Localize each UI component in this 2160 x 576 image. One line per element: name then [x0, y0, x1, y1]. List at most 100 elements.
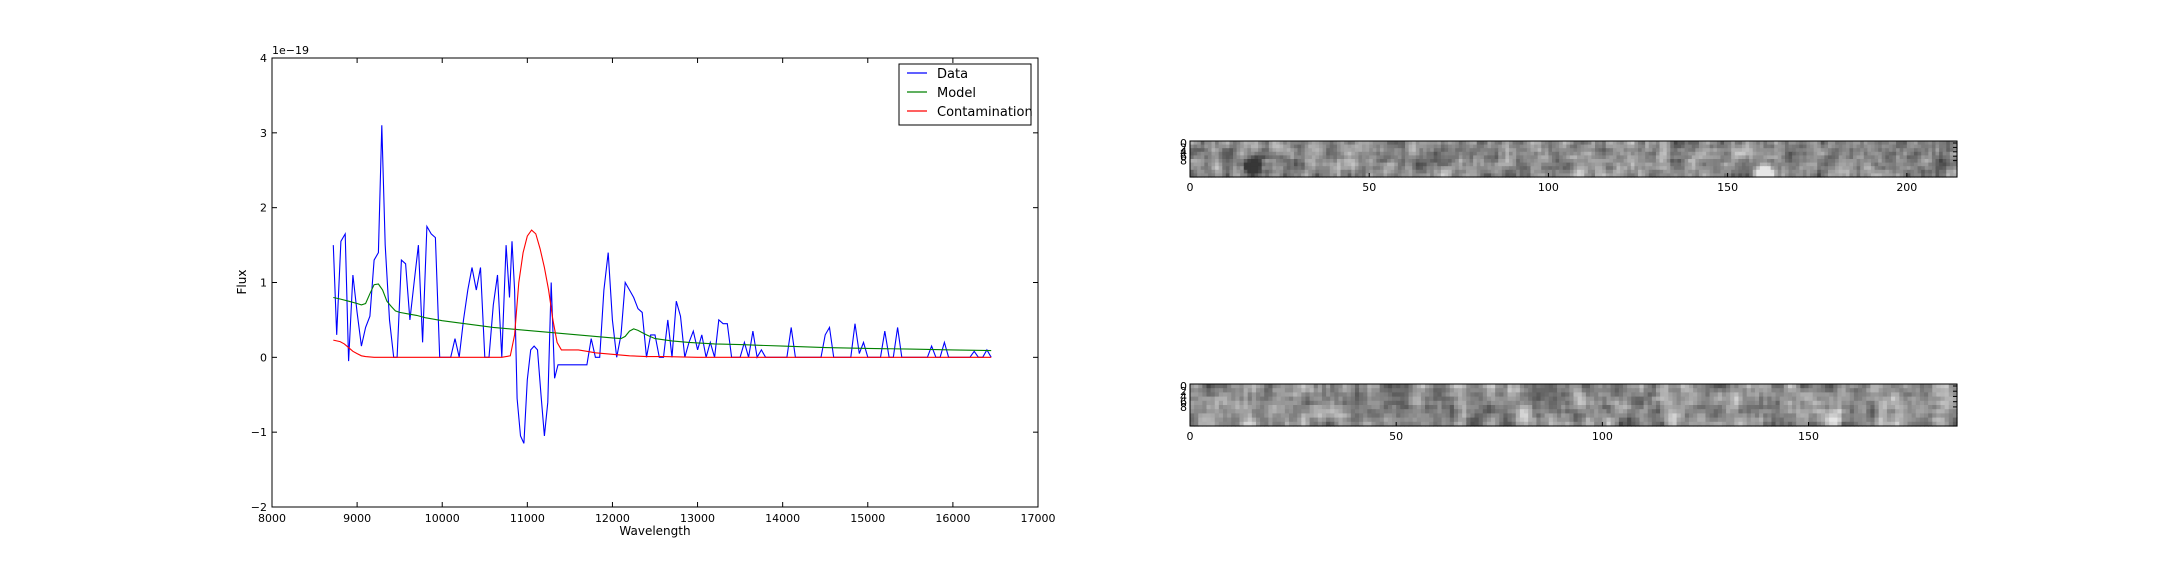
- heatmap-cell: [1577, 421, 1583, 427]
- heatmap-cell: [1716, 144, 1722, 149]
- heatmap-cell: [1874, 396, 1880, 402]
- heatmap-cell: [1272, 400, 1278, 406]
- heatmap-cell: [1445, 388, 1451, 393]
- heatmap-cell: [1867, 159, 1872, 164]
- heatmap-cell: [1701, 421, 1707, 427]
- heatmap-cell: [1429, 413, 1434, 419]
- heatmap-cell: [1759, 409, 1764, 414]
- heatmap-cell: [1903, 396, 1909, 402]
- heatmap-cell: [1290, 166, 1295, 171]
- heatmap-cell: [1602, 409, 1608, 414]
- heatmap-cell: [1670, 166, 1675, 171]
- heatmap-cell: [1401, 151, 1406, 156]
- heatmap-cell: [1899, 409, 1904, 414]
- heatmap-cell: [1190, 392, 1195, 398]
- heatmap-cell: [1878, 421, 1884, 427]
- heatmap-cell: [1561, 384, 1566, 389]
- heatmap-cell: [1837, 405, 1843, 410]
- heatmap-cell: [1663, 141, 1668, 146]
- heatmap-cell: [1255, 396, 1261, 402]
- heatmap-cell: [1218, 405, 1224, 410]
- heatmap-cell: [1512, 169, 1517, 174]
- heatmap-cell: [1449, 396, 1455, 402]
- heatmap-cell: [1449, 417, 1455, 423]
- heatmap-cell: [1480, 148, 1485, 153]
- heatmap-cell: [1573, 400, 1579, 406]
- heatmap-cell: [1948, 392, 1954, 398]
- heatmap-cell: [1206, 417, 1212, 423]
- heatmap-cell: [1659, 141, 1664, 146]
- heatmap-cell: [1254, 141, 1259, 146]
- heatmap-cell: [1250, 148, 1256, 153]
- heatmap-cell: [1734, 148, 1739, 153]
- heatmap-cell: [1198, 417, 1203, 423]
- heatmap-cell: [1516, 148, 1521, 153]
- heatmap-cell: [1602, 141, 1607, 146]
- heatmap-cell: [1425, 396, 1430, 402]
- heatmap-cell: [1401, 166, 1406, 171]
- heatmap-cell: [1810, 144, 1815, 149]
- heatmap-cell: [1544, 421, 1550, 427]
- heatmap-cell: [1635, 405, 1641, 410]
- heatmap-cell: [1548, 144, 1553, 149]
- heatmap-cell: [1401, 159, 1406, 164]
- heatmap-cell: [1265, 173, 1270, 178]
- heatmap-cell: [1706, 159, 1711, 164]
- heatmap-cell: [1940, 396, 1946, 402]
- heatmap-cell: [1771, 384, 1777, 389]
- heatmap-cell: [1470, 405, 1476, 410]
- heatmap-cell: [1429, 396, 1434, 402]
- heatmap-cell: [1347, 155, 1352, 160]
- heatmap-cell: [1749, 173, 1754, 178]
- heatmap-cell: [1354, 396, 1360, 402]
- heatmap-cell: [1631, 384, 1636, 389]
- heatmap-cell: [1317, 388, 1323, 393]
- heatmap-cell: [1730, 405, 1735, 410]
- heatmap-cell: [1387, 392, 1393, 398]
- heatmap-cell: [1408, 159, 1413, 164]
- heatmap-cell: [1334, 384, 1340, 389]
- heatmap-cell: [1243, 169, 1248, 174]
- heatmap-cell: [1448, 169, 1453, 174]
- heatmap-cell: [1210, 421, 1216, 427]
- heatmap-cell: [1308, 148, 1313, 153]
- heatmap-cell: [1540, 384, 1546, 389]
- heatmap-cell: [1756, 162, 1761, 167]
- heatmap-cell: [1709, 392, 1715, 398]
- heatmap-cell: [1684, 151, 1689, 156]
- heatmap-cell: [1321, 400, 1327, 406]
- heatmap-cell: [1706, 169, 1711, 174]
- heatmap-cell: [1528, 396, 1533, 402]
- heatmap-cell: [1842, 166, 1847, 171]
- heatmap-cell: [1580, 166, 1585, 171]
- heatmap-cell: [1387, 162, 1392, 167]
- heatmap-cell: [1666, 162, 1671, 167]
- heatmap-cell: [1474, 413, 1480, 419]
- heatmap-cell: [1408, 148, 1413, 153]
- heatmap-cell: [1365, 155, 1370, 160]
- heatmap-cell: [1763, 169, 1768, 174]
- heatmap-cell: [1197, 169, 1202, 174]
- heatmap-cell: [1390, 155, 1395, 160]
- heatmap-cell: [1724, 159, 1729, 164]
- heatmap-cell: [1709, 144, 1714, 149]
- heatmap-cell: [1336, 162, 1342, 167]
- heatmap-cell: [1787, 421, 1793, 427]
- heatmap-cell: [1340, 148, 1345, 153]
- heatmap-cell: [1824, 162, 1829, 167]
- heatmap-cell: [1544, 148, 1550, 153]
- heatmap-cell: [1853, 166, 1858, 171]
- heatmap-cell: [1693, 405, 1698, 410]
- heatmap-cell: [1215, 141, 1220, 146]
- heatmap-cell: [1239, 396, 1245, 402]
- heatmap-cell: [1701, 417, 1707, 423]
- heatmap-cell: [1831, 159, 1836, 164]
- heatmap-cell: [1483, 173, 1489, 178]
- heatmap-cell: [1501, 144, 1506, 149]
- heatmap-cell: [1779, 417, 1785, 423]
- heatmap-cell: [1924, 155, 1929, 160]
- heatmap-cell: [1862, 388, 1867, 393]
- heatmap-cell: [1392, 421, 1397, 427]
- heatmap-cell: [1681, 173, 1686, 178]
